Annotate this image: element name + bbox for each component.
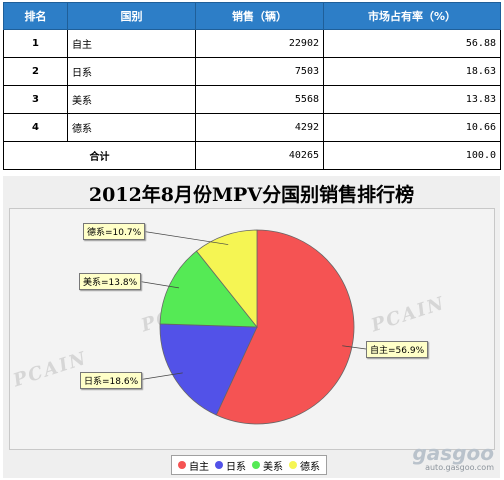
rank-cell: 4 bbox=[3, 113, 68, 142]
legend-item: 自主 bbox=[178, 458, 209, 473]
total-share: 100.0 bbox=[323, 141, 501, 170]
table-header-row: 排名 国别 销售（辆） 市场占有率（%） bbox=[3, 2, 501, 30]
sales-cell: 7503 bbox=[195, 57, 324, 86]
sales-cell: 5568 bbox=[195, 85, 324, 114]
label-leader-line bbox=[140, 230, 229, 245]
sales-cell: 4292 bbox=[195, 113, 324, 142]
table-row: 3 美系 5568 13.83 bbox=[3, 85, 501, 114]
total-label: 合计 bbox=[3, 141, 196, 170]
country-cell: 美系 bbox=[67, 85, 196, 114]
country-cell: 德系 bbox=[67, 113, 196, 142]
slice-data-label: 自主=56.9% bbox=[366, 341, 429, 358]
watermark-url: auto.gasgoo.com bbox=[425, 463, 494, 472]
country-cell: 日系 bbox=[67, 57, 196, 86]
pie-slice bbox=[215, 229, 355, 425]
legend-item: 日系 bbox=[215, 458, 246, 473]
table-row: 2 日系 7503 18.63 bbox=[3, 57, 501, 86]
gasgoo-watermark: gasgoo auto.gasgoo.com bbox=[412, 443, 494, 472]
pie-slice bbox=[159, 323, 258, 416]
slice-data-label: 德系=10.7% bbox=[83, 223, 146, 240]
legend-label: 美系 bbox=[263, 461, 283, 473]
watermark-brand: gasgoo bbox=[412, 441, 494, 465]
header-share: 市场占有率（%） bbox=[323, 2, 501, 30]
legend-item: 德系 bbox=[289, 458, 320, 473]
label-leader-line bbox=[342, 345, 367, 350]
chart-title: 2012年8月份MPV分国别销售排行榜 bbox=[88, 184, 415, 206]
legend-marker bbox=[178, 461, 186, 469]
legend-label: 德系 bbox=[300, 461, 320, 473]
header-country: 国别 bbox=[67, 2, 196, 30]
table-row: 4 德系 4292 10.66 bbox=[3, 113, 501, 142]
legend-item: 美系 bbox=[252, 458, 283, 473]
rank-cell: 3 bbox=[3, 85, 68, 114]
sales-cell: 22902 bbox=[195, 29, 324, 58]
rank-cell: 1 bbox=[3, 29, 68, 58]
label-leader-line bbox=[137, 372, 183, 381]
slice-data-label: 日系=18.6% bbox=[80, 372, 143, 389]
legend-label: 自主 bbox=[189, 461, 209, 473]
label-leader-line bbox=[136, 280, 180, 289]
header-sales: 销售（辆） bbox=[195, 2, 324, 30]
legend-marker bbox=[215, 461, 223, 469]
legend-marker bbox=[252, 461, 260, 469]
legend-label: 日系 bbox=[226, 461, 246, 473]
pie-slice bbox=[196, 229, 258, 329]
pie-chart bbox=[136, 229, 367, 425]
table-total-row: 合计 40265 100.0 bbox=[3, 141, 501, 170]
sales-table: 排名 国别 销售（辆） 市场占有率（%） 1 自主 22902 56.88 2 … bbox=[3, 2, 501, 170]
legend: 自主 日系 美系 德系 bbox=[171, 455, 327, 475]
total-sales: 40265 bbox=[195, 141, 324, 170]
rank-cell: 2 bbox=[3, 57, 68, 86]
share-cell: 56.88 bbox=[323, 29, 501, 58]
country-cell: 自主 bbox=[67, 29, 196, 58]
table-row: 1 自主 22902 56.88 bbox=[3, 29, 501, 58]
pie-slice bbox=[159, 250, 258, 328]
slice-data-label: 美系=13.8% bbox=[79, 273, 142, 290]
share-cell: 10.66 bbox=[323, 113, 501, 142]
header-rank: 排名 bbox=[3, 2, 68, 30]
chart-panel: 2012年8月份MPV分国别销售排行榜 PCAIN PCAIN PCAIN 自主… bbox=[3, 176, 500, 478]
share-cell: 13.83 bbox=[323, 85, 501, 114]
legend-marker bbox=[289, 461, 297, 469]
share-cell: 18.63 bbox=[323, 57, 501, 86]
